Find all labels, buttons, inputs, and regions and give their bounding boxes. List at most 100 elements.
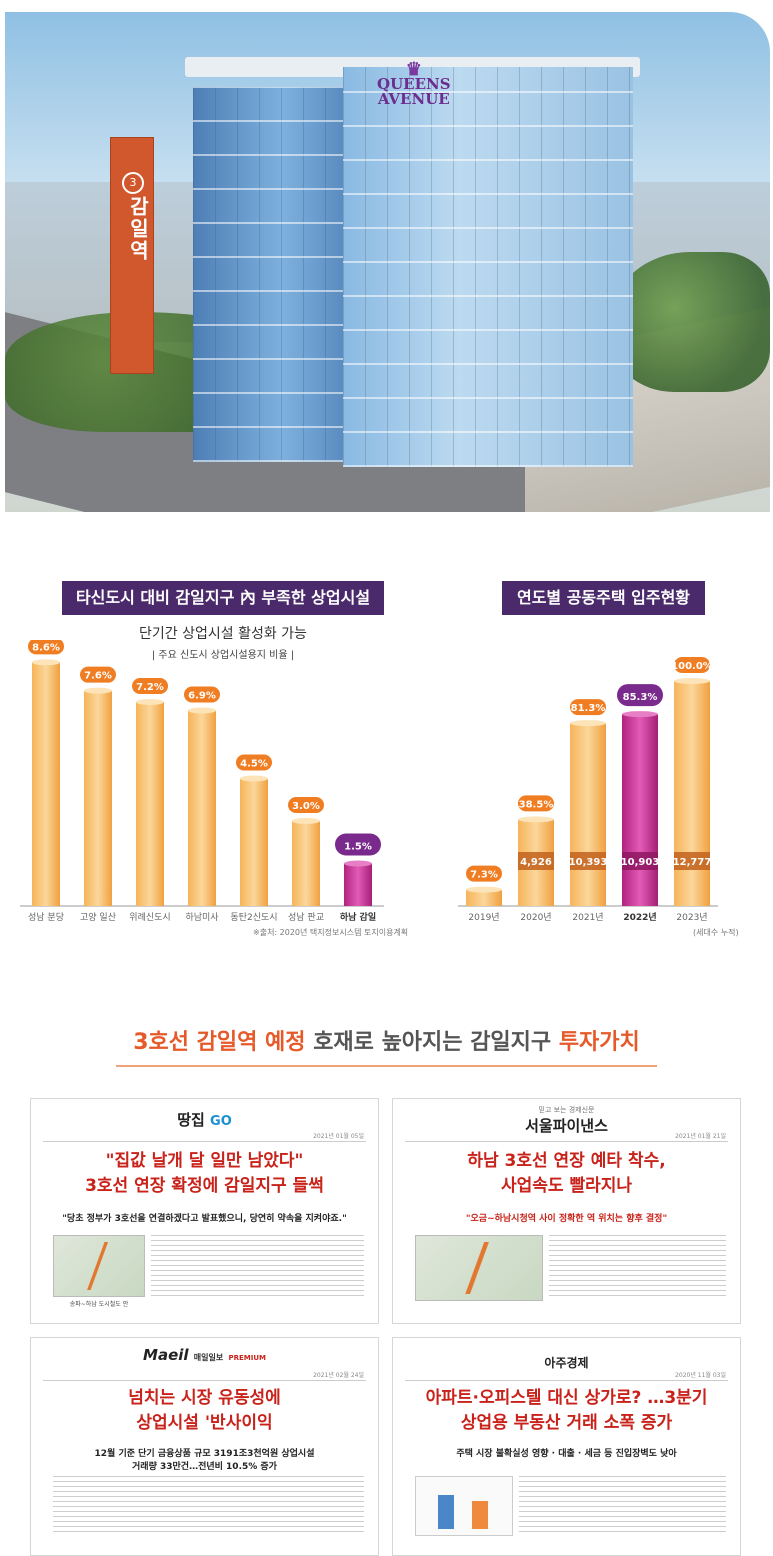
value-label-pill bbox=[674, 657, 710, 673]
station-sign-text: 감일역 bbox=[126, 196, 150, 262]
charts-area: 8.6% 성남 분당 7.6% 고양 일산 7.2% 위례신도시 6.9% 하남미사 4.5% 동… bbox=[20, 640, 718, 923]
route-map-image bbox=[415, 1235, 543, 1301]
chart-bar-top bbox=[344, 860, 372, 867]
category-label: 고양 일산 bbox=[80, 912, 116, 923]
article-date: 2021년 01월 21일 bbox=[675, 1133, 726, 1140]
article-body-text bbox=[151, 1235, 364, 1299]
count-band bbox=[518, 852, 554, 870]
chart-bar bbox=[674, 681, 710, 906]
count-label: 12,777 bbox=[673, 857, 712, 868]
queens-avenue-logo: ♛ QUEENS AVENUE bbox=[377, 59, 451, 108]
count-band bbox=[674, 852, 710, 870]
chart-bar-top bbox=[188, 707, 216, 714]
chart-bar bbox=[84, 690, 112, 906]
building-right-facade bbox=[343, 67, 633, 467]
news-source-logo: 서울파이낸스 bbox=[525, 1117, 608, 1135]
category-label: 동탄2신도시 bbox=[230, 912, 277, 923]
article-title: 넘치는 시장 유동성에 상업시설 '반사이익 bbox=[128, 1388, 281, 1433]
investment-headline: 3호선 감일역 예정 호재로 높아지는 감일지구 투자가치 bbox=[133, 1030, 640, 1055]
value-label-pill bbox=[288, 797, 324, 813]
value-label-pill bbox=[28, 640, 64, 655]
chart-bar-top bbox=[32, 659, 60, 666]
chart-bar bbox=[570, 723, 606, 906]
category-label: 2020년 bbox=[520, 912, 551, 923]
value-label-pill bbox=[236, 754, 272, 771]
headline-divider bbox=[116, 1065, 657, 1067]
commercial-ratio-tag: 타신도시 대비 감일지구 內 부족한 상업시설 bbox=[62, 581, 384, 615]
news-source-logo: 땅집 GO bbox=[177, 1111, 232, 1129]
chart-bar-top bbox=[622, 711, 658, 718]
trees-right bbox=[610, 252, 770, 392]
chart-bar bbox=[344, 863, 372, 906]
chart-bar bbox=[622, 714, 658, 906]
chart-bar bbox=[466, 889, 502, 906]
source-note: ※출처: 2020년 택지정보시스템 토지이용계획 bbox=[253, 928, 409, 937]
commercial-subtitle: 단기간 상업시설 활성화 가능 bbox=[139, 626, 307, 642]
divider bbox=[43, 1380, 366, 1381]
category-label: 하남미사 bbox=[185, 912, 219, 923]
category-label: 2021년 bbox=[572, 912, 603, 923]
category-label: 하남 감일 bbox=[340, 911, 376, 923]
article-title: "집값 날개 달 일만 남았다" 3호선 연장 확정에 감일지구 들썩 bbox=[85, 1151, 324, 1196]
category-label: 2023년 bbox=[676, 912, 707, 923]
value-label-pill bbox=[132, 678, 168, 694]
chart-bar bbox=[32, 662, 60, 906]
chart-bar bbox=[188, 710, 216, 906]
hero-building-image: 3 감일역 ♛ QUEENS AVENUE bbox=[5, 12, 770, 512]
category-label: 위례신도시 bbox=[129, 912, 170, 923]
value-label: 7.6% bbox=[84, 671, 112, 682]
news-source-logo: 아주경제 bbox=[544, 1356, 589, 1370]
crown-icon: ♛ bbox=[405, 59, 422, 80]
count-band bbox=[570, 852, 606, 870]
value-label: 8.6% bbox=[32, 642, 60, 653]
article-date: 2020년 11월 03일 bbox=[675, 1372, 726, 1379]
chart-bar-top bbox=[240, 775, 268, 782]
value-label: 6.9% bbox=[188, 691, 216, 702]
article-dek: 주택 시장 불확실성 영향 · 대출 · 세금 등 진입장벽도 낮아 bbox=[456, 1449, 677, 1459]
news-article-maeil: Maeil 매일일보 PREMIUM 2021년 02월 24일 넘치는 시장 … bbox=[30, 1337, 379, 1556]
divider bbox=[43, 1141, 366, 1142]
value-label: 100.0% bbox=[671, 661, 713, 672]
chart-bar bbox=[438, 1495, 454, 1529]
divider bbox=[405, 1380, 728, 1381]
value-label-pill bbox=[518, 795, 554, 812]
article-title: 아파트·오피스텔 대신 상가로? …3분기 상업용 부동산 거래 소폭 증가 bbox=[425, 1388, 708, 1433]
value-label: 38.5% bbox=[519, 799, 554, 810]
value-label: 85.3% bbox=[623, 692, 658, 703]
chart-bar bbox=[472, 1501, 488, 1529]
article-body-text bbox=[519, 1476, 726, 1536]
chart-bar-top bbox=[674, 678, 710, 684]
news-source-tagline: 믿고 보는 경제신문 bbox=[538, 1106, 595, 1114]
category-label: 2022년 bbox=[623, 911, 656, 923]
category-label: 성남 분당 bbox=[28, 912, 64, 923]
chart-bar bbox=[292, 821, 320, 906]
news-article-seoulfn: 믿고 보는 경제신문 서울파이낸스 2021년 01월 21일 하남 3호선 연… bbox=[392, 1098, 741, 1324]
article-date: 2021년 01월 05일 bbox=[313, 1133, 364, 1140]
article-body-text bbox=[53, 1476, 364, 1536]
value-label-pill bbox=[80, 666, 116, 683]
count-label: 10,903 bbox=[621, 857, 660, 868]
value-label-pill bbox=[184, 686, 220, 703]
value-label-pill bbox=[466, 865, 502, 882]
chart-bar bbox=[240, 778, 268, 906]
category-label: 2019년 bbox=[468, 912, 499, 923]
count-band bbox=[622, 852, 658, 870]
chart-bar-top bbox=[570, 720, 606, 727]
news-article-ajunews: 아주경제 2020년 11월 03일 아파트·오피스텔 대신 상가로? …3분기… bbox=[392, 1337, 741, 1556]
article-dek: 12월 기준 단기 금융상품 규모 3191조3천억원 상업시설 거래량 33만건… bbox=[94, 1449, 315, 1472]
commercial-caption: | 주요 신도시 상업시설용지 비율 | bbox=[151, 650, 295, 661]
building-left-facade bbox=[193, 87, 343, 462]
chart-bar bbox=[136, 702, 164, 906]
value-label-pill bbox=[570, 699, 606, 716]
article-dek: "당초 정부가 3호선을 연결하겠다고 발표했으니, 당연히 약속을 지켜야죠.… bbox=[62, 1214, 347, 1224]
news-source-logo: Maeil 매일일보 PREMIUM bbox=[143, 1346, 266, 1364]
value-label: 3.0% bbox=[292, 801, 320, 812]
article-chart-image bbox=[415, 1476, 513, 1536]
value-label-pill bbox=[335, 833, 381, 856]
housing-occupancy-tag: 연도별 공동주택 입주현황 bbox=[502, 581, 705, 615]
chart-bar-top bbox=[292, 818, 320, 824]
chart-bar-top bbox=[84, 687, 112, 694]
value-label: 1.5% bbox=[344, 842, 372, 853]
article-dek: "오금~하남시청역 사이 정확한 역 위치는 향후 결정" bbox=[465, 1214, 668, 1224]
chart-bar-top bbox=[518, 816, 554, 823]
